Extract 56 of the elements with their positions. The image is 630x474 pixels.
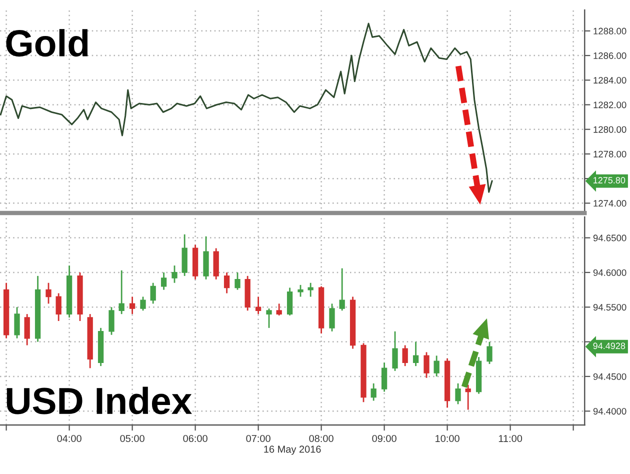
candlestick <box>14 306 20 340</box>
candlestick <box>160 272 167 290</box>
candlestick <box>434 354 440 378</box>
candlestick <box>424 351 430 379</box>
y-tick-label: 1280.00 <box>594 126 626 133</box>
x-tick-label: 09:00 <box>372 434 396 442</box>
y-tick-label: 1282.00 <box>594 102 626 108</box>
candlestick <box>129 296 136 315</box>
candlestick <box>465 384 471 410</box>
candlestick <box>108 306 114 336</box>
y-tick-label: 1278.00 <box>594 150 626 158</box>
candlestick <box>24 313 30 346</box>
x-tick-label: 06:00 <box>183 434 208 442</box>
candlestick <box>224 272 230 294</box>
y-tick-label: 94.6000 <box>593 269 626 276</box>
candlestick <box>402 344 408 367</box>
y-tick-label: 94.6500 <box>593 234 626 242</box>
candlestick <box>46 282 52 304</box>
candlestick <box>276 302 282 316</box>
candlestick <box>339 268 345 312</box>
candlestick <box>255 296 262 315</box>
y-tick-label: 94.4500 <box>593 373 626 380</box>
x-tick-label: 05:00 <box>120 434 144 442</box>
candlestick <box>234 272 240 290</box>
candlestick <box>286 287 293 316</box>
candlestick <box>298 284 304 298</box>
x-tick-label: 11:00 <box>498 434 522 442</box>
y-tick-label: 1284.00 <box>594 77 626 84</box>
candlestick <box>118 270 124 315</box>
text: 94.4928 <box>593 342 626 350</box>
candlestick <box>56 292 62 322</box>
x-tick-label: 10:00 <box>436 434 460 442</box>
candlestick <box>329 302 335 332</box>
candlestick <box>370 382 376 402</box>
candlestick <box>392 330 398 372</box>
candlestick <box>412 341 419 367</box>
text: USD Index <box>6 386 192 414</box>
y-tick-label: 1274.00 <box>594 200 626 207</box>
candlestick <box>381 362 388 392</box>
y-tick-label: 1288.00 <box>594 28 626 34</box>
candlestick <box>172 264 178 284</box>
line-series <box>0 22 493 193</box>
y-tick-label: 1286.00 <box>594 52 626 59</box>
x-axis-title: 16 May 2016 <box>264 446 321 455</box>
chart-title: Gold <box>6 29 88 57</box>
candlestick <box>455 382 461 405</box>
x-tick-label: 04:00 <box>57 434 82 442</box>
y-tick-label: 94.5500 <box>593 304 626 311</box>
x-tick-label: 08:00 <box>309 434 334 442</box>
x-tick-label: 07:00 <box>246 434 270 442</box>
candlestick <box>266 308 272 329</box>
candlestick <box>486 341 492 365</box>
candlestick <box>140 296 146 312</box>
candlestick <box>150 282 156 304</box>
y-tick-label: 94.4000 <box>593 408 626 415</box>
text: 1275.80 <box>594 177 626 184</box>
